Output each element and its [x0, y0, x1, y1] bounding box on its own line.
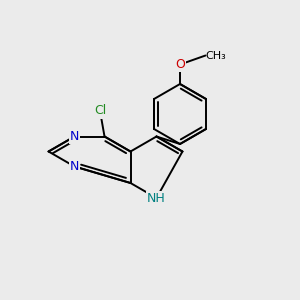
Text: O: O — [175, 58, 185, 71]
Text: NH: NH — [147, 191, 166, 205]
Text: CH₃: CH₃ — [206, 50, 226, 61]
Text: N: N — [70, 160, 79, 173]
Text: N: N — [70, 130, 79, 143]
Text: Cl: Cl — [94, 104, 106, 118]
